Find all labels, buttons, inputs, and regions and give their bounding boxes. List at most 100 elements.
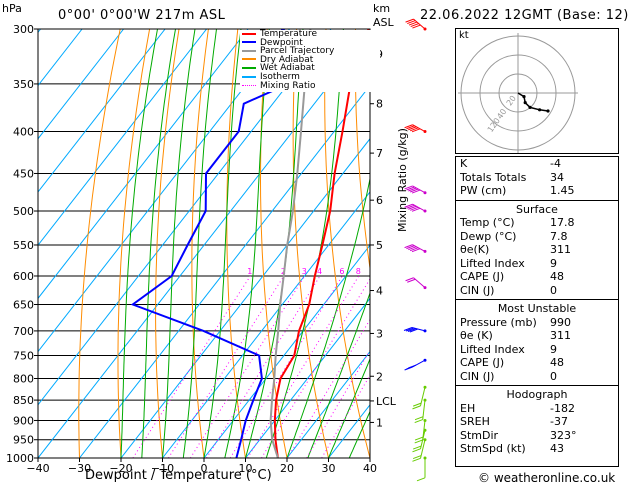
- wind-barb-flag: [412, 445, 422, 450]
- wind-barb: [412, 438, 427, 462]
- grid-layer: 1 2 3 4 6 8 10 15 20 25: [38, 29, 453, 458]
- table-row-key: K: [460, 157, 468, 170]
- legend-item: Wet Adiabat: [242, 64, 315, 73]
- copyright-label: © weatheronline.co.uk: [478, 471, 616, 485]
- legend: Temperature Dewpoint Parcel Trajectory Dry …: [240, 30, 380, 92]
- altitude-tick-label: 2: [376, 370, 383, 383]
- wind-barb-flag: [414, 416, 424, 421]
- indices-table: [455, 156, 619, 467]
- mixing-ratio-line: [287, 318, 370, 458]
- mixing-ratio-line: [321, 374, 370, 458]
- table-row: CIN (J) 0: [457, 370, 617, 385]
- altitude-tick-label: 3: [376, 327, 383, 340]
- wind-barb-base: [423, 418, 427, 422]
- wind-barb-flag: [410, 23, 419, 28]
- table-row-key: Dewp (°C): [460, 229, 517, 243]
- wind-barb-staff: [412, 124, 426, 132]
- dry-adiabat-line: [117, 29, 151, 458]
- table-row-key: θe(K): [460, 243, 490, 256]
- table-row-value: -37: [550, 415, 568, 428]
- wind-barb-flag: [406, 186, 415, 191]
- isotherm-line: [38, 29, 124, 140]
- wind-barb-base: [423, 385, 427, 389]
- table-row-key: Temp (°C): [460, 216, 515, 229]
- table-row-value: 7.8: [550, 229, 568, 243]
- legend-item: Parcel Trajectory: [242, 47, 334, 56]
- legend-label: Temperature: [260, 29, 318, 39]
- wind-barb-base: [423, 27, 427, 31]
- wind-barb: [404, 358, 427, 371]
- mixing-ratio-label: 10: [369, 267, 379, 276]
- wet-adiabat-line: [162, 29, 196, 458]
- mixing-ratio-label: 25: [425, 267, 435, 276]
- table-row: CIN (J) 0: [457, 284, 617, 299]
- legend-swatch: [242, 75, 256, 78]
- isotherm-line: [245, 297, 370, 458]
- legend-item: Isotherm: [242, 73, 300, 82]
- table-row-key: SREH: [460, 415, 490, 428]
- table-row-key: Totals Totals: [460, 170, 527, 184]
- wind-barb-flag: [408, 246, 417, 251]
- x-axis-title: Dewpoint / Temperature (°C): [85, 468, 272, 483]
- table-row: Lifted Index 9: [457, 257, 617, 272]
- wind-barb-base: [423, 428, 427, 432]
- wind-barb-flag: [405, 277, 414, 282]
- pressure-tick-label: 700: [13, 325, 34, 338]
- wind-barb-flag: [405, 18, 414, 23]
- pressure-unit-label: hPa: [2, 2, 22, 15]
- altitude-tick-label: 5: [376, 239, 383, 252]
- dry-adiabat-line: [385, 29, 453, 458]
- dry-adiabat-line: [354, 29, 370, 272]
- mixing-ratio-label: 6: [339, 267, 344, 276]
- wind-barb-staff: [413, 18, 426, 30]
- wind-barb-flag: [412, 405, 421, 410]
- table-row-value: 311: [550, 243, 571, 256]
- table-row: Dewp (°C) 7.8: [457, 230, 617, 245]
- wind-barb-flag: [408, 205, 417, 210]
- legend-swatch: [242, 84, 256, 86]
- legend-label: Dewpoint: [260, 37, 303, 48]
- table-divider: [455, 299, 619, 300]
- wind-barb-flag: [414, 436, 424, 441]
- wet-adiabat-line: [328, 357, 370, 458]
- table-divider: [455, 199, 619, 201]
- x-tick-label: 0: [201, 462, 208, 475]
- wind-barb-base: [423, 329, 427, 333]
- dry-adiabat-line: [191, 29, 209, 458]
- wind-barb-staff: [413, 277, 426, 289]
- isotherm-line: [38, 31, 370, 458]
- mixing-ratio-label: 3: [302, 267, 307, 276]
- pressure-tick-label: 550: [13, 239, 34, 252]
- wind-barb-flag: [403, 327, 413, 331]
- pressure-tick-label: 450: [13, 167, 34, 180]
- table-divider: [455, 385, 619, 386]
- mixing-ratio-label: 15: [393, 267, 403, 276]
- table-row-key: CIN (J): [460, 369, 495, 383]
- wind-barb-flag: [411, 248, 421, 253]
- hodograph-point: [522, 95, 526, 99]
- table-row-key: PW (cm): [460, 184, 507, 197]
- mixing-ratio-line: [229, 275, 343, 458]
- wind-barb-base: [423, 191, 427, 195]
- wind-barb-staff: [412, 185, 426, 194]
- wind-barb-flag: [404, 203, 413, 208]
- pressure-tick-label: 800: [13, 372, 34, 385]
- table-row: θe (K) 311: [457, 329, 617, 344]
- wind-barb-staff: [412, 244, 426, 252]
- table-row-key: Lifted Index: [460, 256, 525, 270]
- wind-barb-flag: [411, 207, 421, 212]
- pressure-tick-label: 600: [13, 270, 34, 283]
- isotherm-line: [38, 29, 207, 246]
- mixing-ratio-line: [261, 278, 370, 458]
- wind-barb-flag: [412, 448, 421, 453]
- wind-barb: [404, 185, 427, 195]
- wind-barb: [414, 398, 427, 424]
- table-row-value: 311: [550, 329, 571, 342]
- wet-adiabat-line: [141, 29, 176, 458]
- wind-barb-flag: [404, 124, 413, 129]
- x-tick-label: 10: [239, 462, 253, 475]
- pressure-tick-label: 500: [13, 205, 34, 218]
- mixing-ratio-axis-title: Mixing Ratio (g/kg): [396, 128, 409, 232]
